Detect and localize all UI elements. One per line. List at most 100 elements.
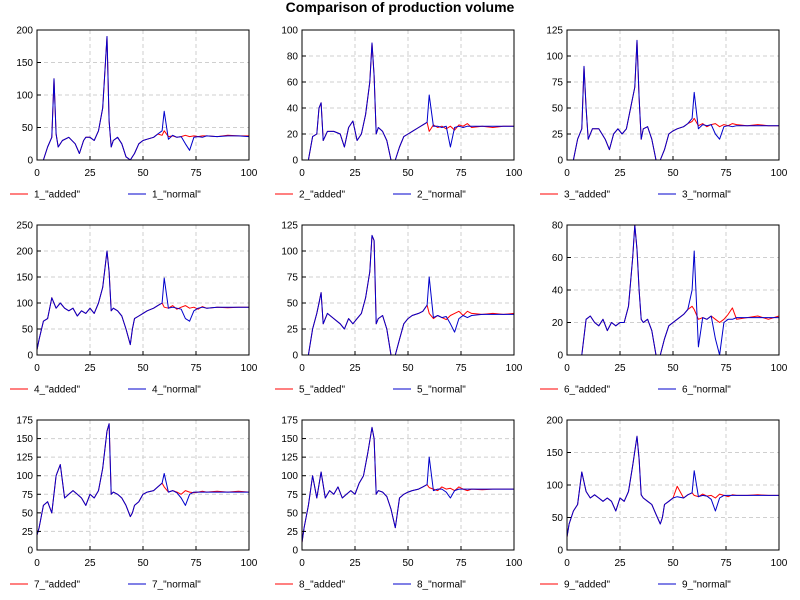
x-tick-label: 25 — [84, 363, 96, 374]
x-tick-label: 0 — [299, 558, 305, 569]
y-tick-label: 25 — [22, 527, 34, 538]
legend-label-normal: 1_"normal" — [152, 190, 201, 201]
y-tick-label: 25 — [287, 325, 299, 336]
legend-label-normal: 7_"normal" — [152, 580, 201, 591]
y-tick-label: 75 — [552, 78, 564, 89]
x-tick-label: 50 — [667, 558, 679, 569]
y-tick-label: 125 — [546, 26, 563, 37]
y-tick-label: 50 — [552, 513, 564, 524]
legend-label-normal: 3_"normal" — [682, 190, 731, 201]
y-tick-label: 125 — [16, 453, 33, 464]
y-tick-label: 150 — [281, 434, 298, 445]
x-tick-label: 25 — [349, 558, 361, 569]
x-tick-label: 25 — [349, 363, 361, 374]
subplot-3: 0 25 50 75 100 0 25 50 75 100 125 3_"added" 3_"norma… — [540, 26, 788, 201]
y-tick-label: 60 — [287, 78, 299, 89]
x-tick-label: 50 — [667, 363, 679, 374]
y-tick-label: 100 — [281, 471, 298, 482]
y-tick-label: 50 — [22, 123, 34, 134]
y-tick-label: 200 — [16, 26, 33, 37]
y-tick-label: 150 — [546, 448, 563, 459]
x-tick-label: 75 — [720, 168, 732, 179]
y-tick-label: 200 — [546, 416, 563, 427]
y-tick-label: 25 — [552, 130, 564, 141]
legend-label-added: 9_"added" — [564, 580, 610, 591]
series-line-8-normal — [301, 426, 514, 543]
y-tick-label: 150 — [16, 273, 33, 284]
x-tick-label: 25 — [349, 168, 361, 179]
x-tick-label: 0 — [299, 168, 305, 179]
y-tick-label: 200 — [16, 247, 33, 258]
y-tick-label: 50 — [22, 508, 34, 519]
y-tick-label: 150 — [16, 58, 33, 69]
x-tick-label: 75 — [720, 558, 732, 569]
legend-label-added: 7_"added" — [34, 580, 80, 591]
y-tick-label: 100 — [16, 91, 33, 102]
x-tick-label: 0 — [34, 168, 40, 179]
y-tick-label: 100 — [16, 471, 33, 482]
y-tick-label: 125 — [281, 221, 298, 232]
x-tick-label: 25 — [614, 168, 626, 179]
subplot-6: 0 25 50 75 100 0 20 40 60 80 6_"added" 6_"normal" — [540, 221, 788, 396]
x-tick-label: 25 — [614, 363, 626, 374]
x-tick-label: 100 — [506, 558, 523, 569]
legend-label-normal: 8_"normal" — [417, 580, 466, 591]
y-tick-label: 75 — [287, 273, 299, 284]
y-tick-label: 125 — [281, 453, 298, 464]
subplot-7: 0 25 50 75 100 0 25 50 75 100 125 150 175 7_"added" 7_… — [10, 416, 258, 591]
legend-label-added: 1_"added" — [34, 190, 80, 201]
x-tick-label: 75 — [190, 363, 202, 374]
legend-label-added: 3_"added" — [564, 190, 610, 201]
legend-label-added: 5_"added" — [299, 385, 345, 396]
x-tick-label: 100 — [771, 363, 788, 374]
y-tick-label: 175 — [281, 416, 298, 427]
y-tick-label: 100 — [16, 299, 33, 310]
chart-title: Comparison of production volume — [285, 0, 515, 15]
y-tick-label: 0 — [292, 351, 298, 362]
x-tick-label: 75 — [455, 168, 467, 179]
subplot-4: 0 25 50 75 100 0 50 100 150 200 250 4_"added" 4_"nor… — [10, 221, 258, 396]
x-tick-label: 50 — [402, 558, 414, 569]
y-tick-label: 75 — [287, 490, 299, 501]
y-tick-label: 0 — [557, 351, 563, 362]
y-tick-label: 80 — [287, 52, 299, 63]
x-tick-label: 0 — [299, 363, 305, 374]
y-tick-label: 50 — [22, 325, 34, 336]
y-tick-label: 20 — [287, 130, 299, 141]
x-tick-label: 100 — [506, 168, 523, 179]
x-tick-label: 100 — [241, 363, 258, 374]
legend-label-normal: 9_"normal" — [682, 580, 731, 591]
series-line-4-added — [36, 250, 249, 350]
y-tick-label: 20 — [552, 318, 564, 329]
x-tick-label: 0 — [564, 558, 570, 569]
x-tick-label: 0 — [34, 558, 40, 569]
x-tick-label: 100 — [771, 168, 788, 179]
y-tick-label: 40 — [287, 104, 299, 115]
x-tick-label: 0 — [34, 363, 40, 374]
x-tick-label: 50 — [137, 363, 149, 374]
y-tick-label: 50 — [287, 299, 299, 310]
series-line-4-normal — [36, 250, 249, 350]
legend-label-added: 8_"added" — [299, 580, 345, 591]
y-tick-label: 175 — [16, 416, 33, 427]
y-tick-label: 0 — [27, 546, 33, 557]
x-tick-label: 75 — [455, 558, 467, 569]
y-tick-label: 75 — [22, 490, 34, 501]
legend-label-added: 6_"added" — [564, 385, 610, 396]
y-tick-label: 60 — [552, 253, 564, 264]
x-tick-label: 100 — [771, 558, 788, 569]
x-tick-label: 100 — [241, 558, 258, 569]
series-line-1-normal — [37, 36, 250, 161]
x-tick-label: 75 — [190, 558, 202, 569]
series-line-7-normal — [36, 423, 249, 536]
x-tick-label: 50 — [137, 168, 149, 179]
y-tick-label: 0 — [292, 156, 298, 167]
legend-label-normal: 4_"normal" — [152, 385, 201, 396]
x-tick-label: 25 — [84, 168, 96, 179]
y-tick-label: 25 — [287, 527, 299, 538]
y-tick-label: 100 — [281, 26, 298, 37]
series-line-1-added — [37, 36, 249, 161]
x-tick-label: 25 — [614, 558, 626, 569]
y-tick-label: 0 — [557, 156, 563, 167]
